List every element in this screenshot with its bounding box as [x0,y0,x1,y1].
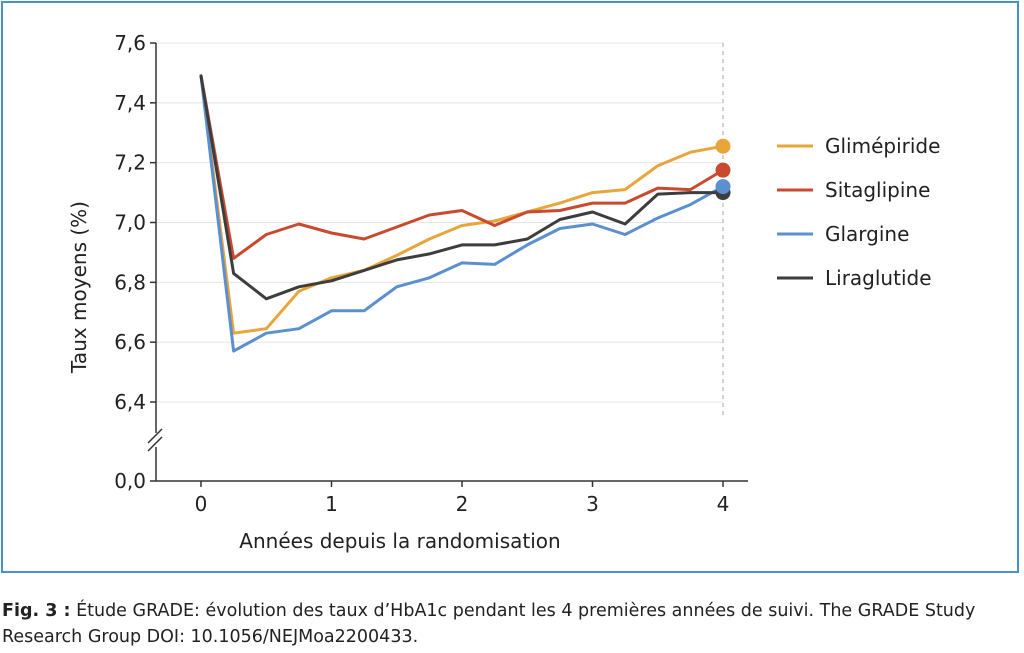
figure-frame: 6,4 6,6 6,8 7,0 7,2 7,4 7,6 0,0 0 1 2 3 4 Glimépirid… [1,1,1019,573]
y-axis-label: Taux moyens (%) [67,201,91,374]
x-tick-label: 2 [456,492,469,516]
series-endpoint [715,179,731,195]
axis-break-mark [147,436,163,452]
y-tick-label: 7,2 [114,151,146,175]
x-tick-label: 1 [325,492,338,516]
figure-caption: Fig. 3 : Étude GRADE: évolution des taux… [2,598,1022,650]
legend: Glimépiride Sitaglipine Glargine Liraglutid… [777,134,940,290]
x-tick-label: 3 [586,492,599,516]
caption-text: Étude GRADE: évolution des taux d’HbA1c … [2,601,976,647]
series-line [199,74,725,301]
axes [147,42,748,487]
y-tick-label: 6,4 [114,390,146,414]
y-tick-label: 7,4 [114,91,146,115]
series-endpoints [715,138,731,201]
legend-label: Sitaglipine [825,178,930,202]
series-line [199,74,725,353]
x-tick-label: 0 [195,492,208,516]
series-line [199,74,725,260]
caption-label: Fig. 3 : [2,601,71,621]
legend-label: Glargine [825,222,909,246]
y-tick-label: 7,6 [114,31,146,55]
y-tick-label: 6,6 [114,330,146,354]
axis-break-mark [147,428,163,444]
tick-labels: 6,4 6,6 6,8 7,0 7,2 7,4 7,6 0,0 0 1 2 3 4 [114,31,729,516]
y-tick-label-zero: 0,0 [114,469,146,493]
legend-label: Liraglutide [825,266,932,290]
grid-lines [156,42,724,419]
hba1c-line-chart: 6,4 6,6 6,8 7,0 7,2 7,4 7,6 0,0 0 1 2 3 4 Glimépirid… [67,31,940,553]
series-endpoint [715,138,731,154]
x-axis-label: Années depuis la randomisation [239,529,560,553]
series-lines [199,74,725,353]
y-tick-label: 6,8 [114,270,146,294]
x-tick-label: 4 [717,492,730,516]
series-endpoint [715,162,731,178]
series-line [199,74,725,335]
y-tick-label: 7,0 [114,211,146,235]
legend-label: Glimépiride [825,134,940,158]
